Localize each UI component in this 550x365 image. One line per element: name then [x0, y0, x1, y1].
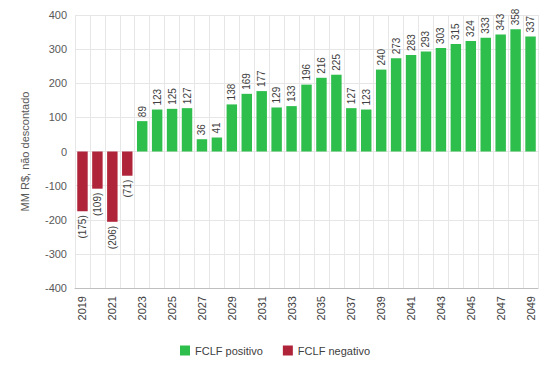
svg-text:225: 225	[331, 54, 342, 71]
svg-text:196: 196	[301, 63, 312, 80]
svg-text:177: 177	[256, 70, 267, 87]
svg-text:2037: 2037	[345, 296, 357, 320]
svg-text:(71): (71)	[122, 180, 133, 198]
svg-text:2045: 2045	[465, 296, 477, 320]
svg-text:240: 240	[376, 48, 387, 65]
svg-text:2039: 2039	[375, 296, 387, 320]
svg-text:2043: 2043	[435, 296, 447, 320]
svg-text:125: 125	[167, 88, 178, 105]
svg-text:2025: 2025	[166, 296, 178, 320]
svg-text:2047: 2047	[495, 296, 507, 320]
svg-text:41: 41	[211, 122, 222, 134]
svg-text:343: 343	[495, 13, 506, 30]
svg-text:2029: 2029	[226, 296, 238, 320]
svg-text:2023: 2023	[136, 296, 148, 320]
svg-text:-100: -100	[45, 180, 67, 192]
svg-text:(206): (206)	[107, 226, 118, 249]
svg-text:127: 127	[346, 87, 357, 104]
svg-text:-400: -400	[45, 282, 67, 294]
svg-text:89: 89	[137, 106, 148, 118]
svg-text:(109): (109)	[92, 193, 103, 216]
svg-text:2027: 2027	[196, 296, 208, 320]
svg-text:138: 138	[226, 83, 237, 100]
svg-text:2021: 2021	[106, 296, 118, 320]
svg-text:324: 324	[465, 20, 476, 37]
svg-text:100: 100	[49, 111, 67, 123]
svg-text:FCLF negativo: FCLF negativo	[298, 345, 370, 357]
svg-text:2033: 2033	[286, 296, 298, 320]
svg-text:300: 300	[49, 43, 67, 55]
svg-text:-300: -300	[45, 248, 67, 260]
svg-text:337: 337	[525, 15, 536, 32]
svg-text:358: 358	[510, 8, 521, 25]
svg-text:2019: 2019	[76, 296, 88, 320]
svg-text:129: 129	[271, 86, 282, 103]
svg-text:0: 0	[61, 146, 67, 158]
svg-text:MM R$, não descontado: MM R$, não descontado	[19, 92, 31, 212]
svg-text:169: 169	[241, 73, 252, 90]
svg-text:333: 333	[480, 17, 491, 34]
svg-text:2049: 2049	[525, 296, 537, 320]
svg-text:(175): (175)	[77, 215, 88, 238]
svg-text:200: 200	[49, 77, 67, 89]
svg-text:216: 216	[316, 57, 327, 74]
svg-text:123: 123	[361, 88, 372, 105]
svg-text:2041: 2041	[405, 296, 417, 320]
svg-text:133: 133	[286, 85, 297, 102]
svg-text:400: 400	[49, 9, 67, 21]
svg-text:303: 303	[435, 27, 446, 44]
svg-text:2031: 2031	[256, 296, 268, 320]
svg-text:293: 293	[420, 30, 431, 47]
svg-text:273: 273	[391, 37, 402, 54]
svg-text:127: 127	[182, 87, 193, 104]
svg-text:-200: -200	[45, 214, 67, 226]
svg-text:123: 123	[152, 88, 163, 105]
svg-text:315: 315	[450, 23, 461, 40]
svg-text:36: 36	[196, 124, 207, 136]
svg-text:2035: 2035	[315, 296, 327, 320]
svg-text:FCLF positivo: FCLF positivo	[195, 345, 263, 357]
svg-text:283: 283	[406, 34, 417, 51]
